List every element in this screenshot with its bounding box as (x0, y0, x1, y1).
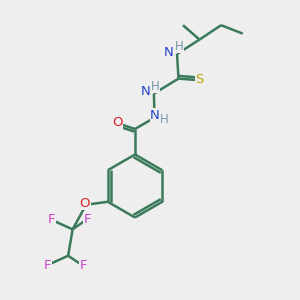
Text: S: S (195, 73, 204, 86)
Text: F: F (83, 213, 91, 226)
Text: O: O (80, 197, 90, 210)
Text: H: H (175, 40, 184, 53)
Text: F: F (44, 260, 51, 272)
Text: N: N (164, 46, 173, 59)
Text: F: F (48, 213, 56, 226)
Text: H: H (151, 80, 160, 93)
Text: O: O (112, 116, 122, 129)
Text: H: H (160, 113, 169, 126)
Text: F: F (80, 260, 87, 272)
Text: N: N (150, 109, 160, 122)
Text: N: N (141, 85, 150, 98)
